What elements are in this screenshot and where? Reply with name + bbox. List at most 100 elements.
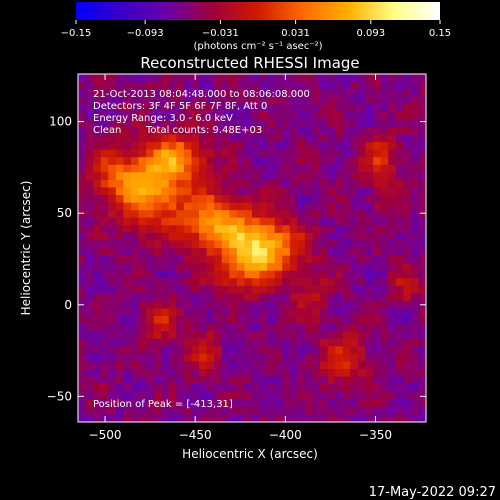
heatmap-cell — [85, 248, 94, 257]
heatmap-cell — [85, 308, 94, 317]
heatmap-cell — [100, 376, 109, 385]
heatmap-cell — [176, 399, 185, 408]
heatmap-cell — [108, 308, 117, 317]
heatmap-cell — [327, 308, 336, 317]
heatmap-cell — [146, 172, 155, 181]
heatmap-cell — [357, 81, 367, 90]
heatmap-cell — [236, 164, 246, 173]
heatmap-cell — [403, 126, 412, 136]
heatmap-cell — [327, 369, 336, 378]
heatmap-cell — [297, 285, 306, 294]
heatmap-cell — [380, 331, 389, 340]
x-tick-label: −350 — [359, 428, 392, 442]
heatmap-cell — [373, 164, 382, 173]
heatmap-cell — [161, 300, 170, 310]
heatmap-cell — [418, 210, 426, 219]
heatmap-cell — [183, 346, 193, 355]
heatmap-cell — [191, 300, 200, 310]
heatmap-cell — [365, 240, 374, 249]
heatmap-cell — [365, 353, 374, 363]
heatmap-cell — [206, 270, 215, 279]
heatmap-cell — [214, 195, 223, 204]
heatmap-cell — [115, 187, 124, 196]
heatmap-cell — [206, 285, 215, 294]
heatmap-cell — [221, 300, 230, 310]
heatmap-cell — [320, 179, 329, 189]
heatmap-cell — [168, 316, 177, 325]
heatmap-cell — [123, 270, 132, 279]
heatmap-cell — [418, 179, 426, 189]
heatmap-cell — [229, 164, 238, 173]
heatmap-cell — [267, 300, 276, 310]
heatmap-cell — [229, 300, 238, 310]
heatmap-cell — [335, 316, 344, 325]
heatmap-cell — [335, 149, 344, 158]
heatmap-cell — [229, 399, 238, 408]
heatmap-cell — [410, 323, 420, 332]
heatmap-cell — [168, 293, 177, 302]
y-tick-label: 50 — [57, 206, 72, 220]
heatmap-cell — [93, 142, 102, 151]
heatmap-cell — [199, 104, 208, 113]
heatmap-cell — [267, 353, 276, 363]
heatmap-cell — [274, 240, 283, 249]
heatmap-cell — [85, 111, 94, 120]
heatmap-cell — [252, 263, 261, 272]
heatmap-cell — [259, 81, 268, 90]
heatmap-cell — [335, 263, 344, 272]
heatmap-cell — [327, 391, 336, 400]
heatmap-cell — [395, 316, 404, 325]
heatmap-cell — [183, 353, 193, 363]
heatmap-cell — [267, 225, 276, 234]
heatmap-cell — [138, 361, 147, 370]
heatmap-cell — [380, 134, 389, 143]
heatmap-cell — [410, 270, 420, 279]
colorbar-tick-label: −0.15 — [61, 28, 92, 39]
heatmap-cell — [365, 346, 374, 355]
heatmap-cell — [153, 81, 162, 90]
heatmap-cell — [342, 157, 351, 166]
heatmap-cell — [78, 195, 87, 204]
heatmap-cell — [327, 331, 336, 340]
heatmap-cell — [388, 232, 397, 242]
heatmap-cell — [176, 96, 185, 105]
heatmap-cell — [327, 202, 336, 211]
heatmap-cell — [388, 263, 397, 272]
heatmap-cell — [312, 353, 321, 363]
heatmap-cell — [259, 300, 268, 310]
heatmap-cell — [252, 308, 261, 317]
heatmap-cell — [403, 414, 412, 422]
heatmap-cell — [320, 338, 329, 347]
heatmap-cell — [327, 240, 336, 249]
heatmap-cell — [274, 134, 283, 143]
heatmap-cell — [289, 376, 298, 385]
heatmap-cell — [373, 96, 382, 105]
heatmap-cell — [115, 263, 124, 272]
heatmap-cell — [78, 164, 87, 173]
heatmap-cell — [357, 164, 367, 173]
heatmap-cell — [130, 270, 140, 279]
heatmap-cell — [395, 149, 404, 158]
heatmap-cell — [403, 195, 412, 204]
heatmap-cell — [168, 202, 177, 211]
heatmap-cell — [138, 278, 147, 287]
heatmap-cell — [357, 308, 367, 317]
heatmap-cell — [100, 278, 109, 287]
heatmap-cell — [380, 74, 389, 83]
heatmap-cell — [335, 285, 344, 294]
heatmap-cell — [161, 195, 170, 204]
heatmap-cell — [115, 338, 124, 347]
heatmap-cell — [289, 300, 298, 310]
heatmap-cell — [78, 369, 87, 378]
heatmap-cell — [342, 308, 351, 317]
heatmap-cell — [153, 149, 162, 158]
heatmap-cell — [191, 157, 200, 166]
heatmap-cell — [93, 353, 102, 363]
heatmap-cell — [388, 157, 397, 166]
heatmap-cell — [342, 81, 351, 90]
heatmap-cell — [320, 126, 329, 136]
heatmap-cell — [289, 96, 298, 105]
heatmap-cell — [183, 369, 193, 378]
heatmap-cell — [350, 187, 359, 196]
heatmap-cell — [244, 210, 253, 219]
